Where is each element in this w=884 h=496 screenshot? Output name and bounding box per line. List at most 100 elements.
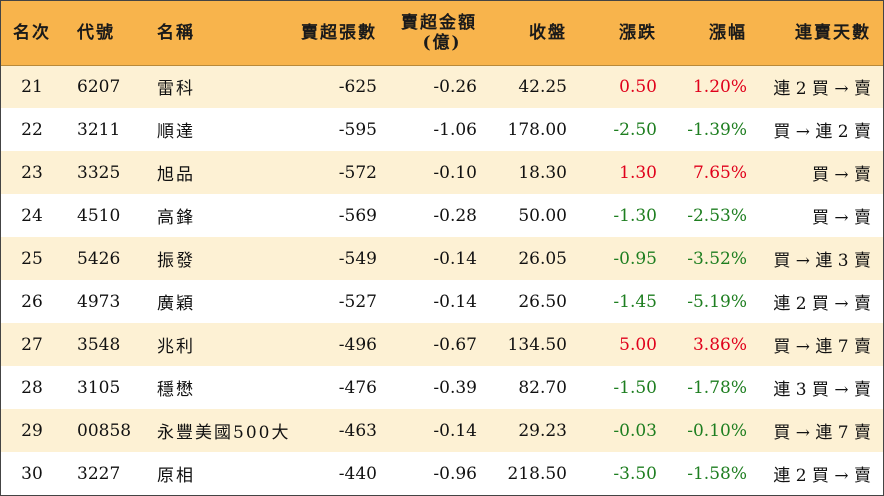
cell-oversold-amount: -0.26 (433, 76, 477, 97)
table-header-row: 名次 代號 名稱 賣超張數 賣超金額 (億) 收盤 漲跌 漲幅 連賣天數 (1, 1, 883, 66)
cell-close: 134.50 (507, 334, 567, 355)
cell-close: 26.50 (518, 291, 567, 312)
cell-rank: 29 (21, 420, 43, 441)
cell-rank: 21 (21, 76, 43, 97)
header-oversold-amount-line1: 賣超金額 (401, 12, 477, 33)
cell-oversold-amount: -0.14 (433, 291, 477, 312)
cell-oversold-lots: -496 (338, 334, 377, 355)
cell-change: 5.00 (619, 334, 657, 355)
header-consecutive-days[interactable]: 連賣天數 (755, 1, 883, 66)
cell-oversold-amount: -0.28 (433, 205, 477, 226)
cell-oversold-lots: -625 (338, 76, 377, 97)
cell-change-pct: -1.58% (687, 463, 747, 484)
header-name[interactable]: 名稱 (135, 1, 285, 66)
cell-change: -0.95 (613, 248, 657, 269)
cell-close: 178.00 (507, 119, 567, 140)
cell-rank: 25 (21, 248, 43, 269)
table-row[interactable]: 24 4510 高鋒 -569 -0.28 50.00 -1.30 -2.53% 買 → 賣 (1, 194, 883, 237)
cell-code: 00858 (77, 420, 132, 441)
cell-oversold-lots: -527 (338, 291, 377, 312)
cell-name: 原相 (157, 466, 195, 486)
cell-consecutive-days: 買 → 連 3 賣 (773, 251, 871, 271)
cell-close: 29.23 (518, 420, 567, 441)
cell-rank: 30 (21, 463, 43, 484)
cell-consecutive-days: 連 2 買 → 賣 (773, 79, 871, 100)
table-row[interactable]: 30 3227 原相 -440 -0.96 218.50 -3.50 -1.58% 連 2 買 … (1, 452, 883, 495)
cell-oversold-lots: -595 (338, 119, 377, 140)
cell-oversold-lots: -569 (338, 205, 377, 226)
cell-close: 26.05 (518, 248, 567, 269)
cell-change-pct: -1.78% (687, 377, 747, 398)
cell-rank: 26 (21, 291, 43, 312)
cell-name: 旭品 (157, 165, 195, 185)
cell-oversold-amount: -0.67 (433, 334, 477, 355)
table-row[interactable]: 26 4973 廣穎 -527 -0.14 26.50 -1.45 -5.19% 連 2 買 →… (1, 280, 883, 323)
table-row[interactable]: 28 3105 穩懋 -476 -0.39 82.70 -1.50 -1.78% 連 3 買 →… (1, 366, 883, 409)
table-row[interactable]: 21 6207 雷科 -625 -0.26 42.25 0.50 1.20% 連 2 買 → 賣 (1, 65, 883, 108)
cell-change: 1.30 (619, 162, 657, 183)
cell-code: 3211 (77, 119, 121, 140)
header-change-pct[interactable]: 漲幅 (665, 1, 755, 66)
cell-rank: 24 (21, 205, 43, 226)
cell-name: 高鋒 (157, 208, 195, 228)
cell-name: 廣穎 (157, 294, 195, 314)
table-row[interactable]: 29 00858 永豐美國500大 -463 -0.14 29.23 -0.03 -0.10%… (1, 409, 883, 452)
cell-code: 6207 (77, 76, 121, 97)
header-rank[interactable]: 名次 (1, 1, 63, 66)
cell-change-pct: -3.52% (687, 248, 747, 269)
header-oversold-amount-unit: (億) (422, 32, 462, 53)
cell-name: 兆利 (157, 337, 195, 357)
cell-code: 3548 (77, 334, 121, 355)
table-body: 21 6207 雷科 -625 -0.26 42.25 0.50 1.20% 連 2 買 → 賣… (1, 65, 883, 495)
cell-rank: 22 (21, 119, 43, 140)
cell-oversold-amount: -0.14 (433, 248, 477, 269)
cell-code: 3227 (77, 463, 121, 484)
cell-consecutive-days: 買 → 賣 (811, 208, 871, 228)
table-row[interactable]: 23 3325 旭品 -572 -0.10 18.30 1.30 7.65% 買 → 賣 (1, 151, 883, 194)
cell-oversold-amount: -0.14 (433, 420, 477, 441)
cell-name: 順達 (157, 122, 195, 142)
cell-rank: 23 (21, 162, 43, 183)
cell-consecutive-days: 連 2 買 → 賣 (773, 294, 871, 314)
cell-change-pct: 3.86% (692, 334, 747, 355)
cell-change: -1.45 (613, 291, 657, 312)
cell-name: 振發 (157, 251, 195, 271)
cell-oversold-amount: -0.96 (433, 463, 477, 484)
cell-oversold-lots: -476 (338, 377, 377, 398)
cell-change: 0.50 (619, 76, 657, 97)
cell-change: -2.50 (613, 119, 657, 140)
cell-oversold-amount: -0.10 (433, 162, 477, 183)
cell-close: 82.70 (518, 377, 567, 398)
cell-change-pct: -0.10% (687, 420, 747, 441)
cell-consecutive-days: 買 → 連 7 賣 (773, 337, 871, 357)
cell-change-pct: -2.53% (687, 205, 747, 226)
cell-close: 42.25 (518, 76, 567, 97)
cell-consecutive-days: 買 → 連 2 賣 (773, 122, 871, 142)
table-row[interactable]: 27 3548 兆利 -496 -0.67 134.50 5.00 3.86% 買 → 連 7 … (1, 323, 883, 366)
cell-name: 雷科 (157, 79, 195, 100)
cell-code: 3105 (77, 377, 121, 398)
header-change[interactable]: 漲跌 (575, 1, 665, 66)
cell-code: 3325 (77, 162, 121, 183)
header-code[interactable]: 代號 (63, 1, 135, 66)
cell-oversold-lots: -463 (338, 420, 377, 441)
header-oversold-amount[interactable]: 賣超金額 (億) (385, 1, 485, 66)
table-row[interactable]: 22 3211 順達 -595 -1.06 178.00 -2.50 -1.39% 買 → 連 … (1, 108, 883, 151)
cell-change: -3.50 (613, 463, 657, 484)
cell-close: 50.00 (518, 205, 567, 226)
header-close[interactable]: 收盤 (485, 1, 575, 66)
table-row[interactable]: 25 5426 振發 -549 -0.14 26.05 -0.95 -3.52% 買 → 連 3… (1, 237, 883, 280)
cell-name: 永豐美國500大 (157, 423, 291, 443)
cell-consecutive-days: 連 2 買 → 賣 (773, 466, 871, 486)
cell-oversold-lots: -572 (338, 162, 377, 183)
header-oversold-lots[interactable]: 賣超張數 (285, 1, 385, 66)
cell-oversold-lots: -549 (338, 248, 377, 269)
cell-close: 218.50 (507, 463, 567, 484)
cell-change-pct: 1.20% (692, 76, 747, 97)
cell-oversold-amount: -1.06 (433, 119, 477, 140)
cell-rank: 27 (21, 334, 43, 355)
cell-change: -1.30 (613, 205, 657, 226)
cell-consecutive-days: 買 → 連 7 賣 (773, 423, 871, 443)
